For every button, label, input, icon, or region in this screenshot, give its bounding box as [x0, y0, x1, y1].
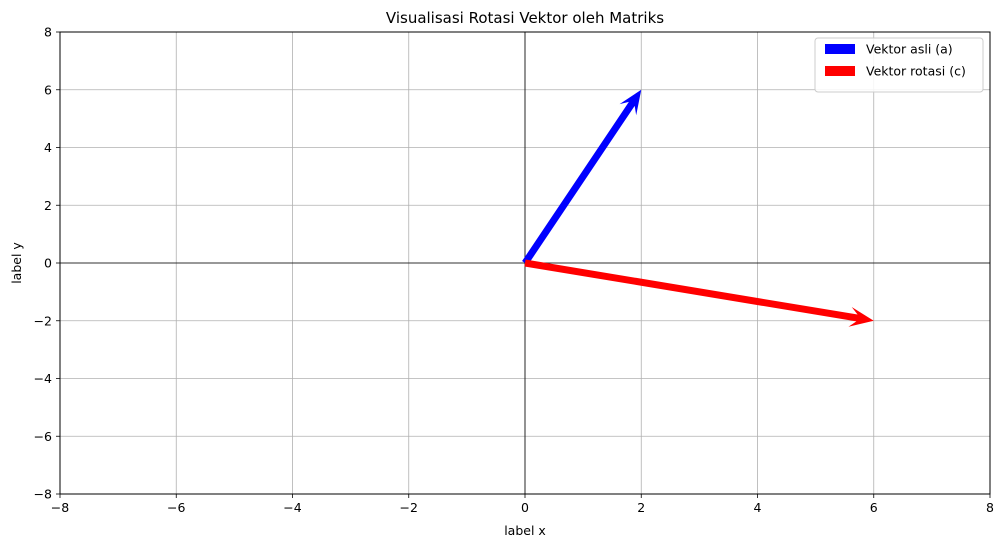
x-tick-label: 8 [986, 500, 994, 515]
vector-arrow-1 [522, 89, 642, 265]
vectors [522, 89, 874, 327]
y-tick-label: −4 [34, 371, 52, 386]
y-tick-label: −6 [34, 429, 52, 444]
legend-box [814, 37, 984, 93]
x-tick-label: 0 [521, 500, 529, 515]
x-tick-label: 6 [870, 500, 878, 515]
legend-swatch [825, 44, 855, 54]
x-tick-label: −6 [167, 500, 185, 515]
y-tick-label: 0 [44, 256, 52, 271]
legend-swatch [825, 66, 855, 76]
x-tick-label: 2 [637, 500, 645, 515]
y-tick-label: 2 [44, 198, 52, 213]
y-tick-label: −2 [34, 313, 52, 328]
y-tick-label: 8 [44, 25, 52, 40]
legend-label: Vektor asli (a) [866, 42, 953, 57]
ticks: −8 −6 −4 −2 0 2 4 6 8 −8 −6 −4 −2 0 2 4 6 8 [34, 25, 994, 516]
y-tick-label: −8 [34, 487, 52, 502]
x-axis-label: label x [504, 523, 546, 538]
legend-label: Vektor rotasi (c) [866, 64, 966, 79]
x-tick-label: −4 [283, 500, 301, 515]
y-tick-label: 4 [44, 140, 52, 155]
y-tick-label: 6 [44, 82, 52, 97]
x-tick-label: −8 [51, 500, 69, 515]
x-tick-label: 4 [754, 500, 762, 515]
vector-arrow-2 [524, 259, 874, 327]
x-tick-label: −2 [400, 500, 418, 515]
chart-title: Visualisasi Rotasi Vektor oleh Matriks [386, 9, 664, 27]
legend: Vektor asli (a) Vektor rotasi (c) [814, 37, 984, 93]
y-axis-label: label y [9, 242, 24, 284]
